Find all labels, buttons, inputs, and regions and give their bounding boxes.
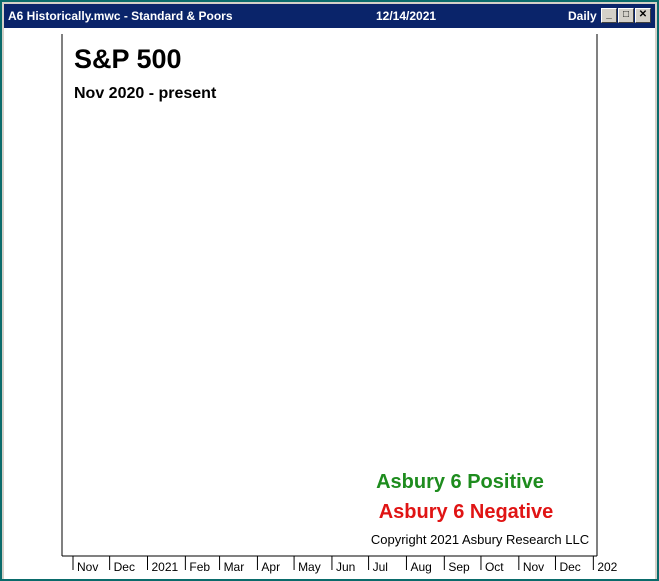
copyright-note: Copyright 2021 Asbury Research LLC xyxy=(371,532,589,547)
x-tick-label: 2021 xyxy=(152,560,179,574)
x-tick-label: Dec xyxy=(114,560,135,574)
legend-positive: Asbury 6 Positive xyxy=(376,471,544,493)
title-bar[interactable]: A6 Historically.mwc - Standard & Poors 1… xyxy=(4,4,655,28)
x-tick-label: Feb xyxy=(189,560,210,574)
x-tick-label: 202 xyxy=(597,560,617,574)
x-tick-label: Jul xyxy=(373,560,388,574)
x-tick-label: Oct xyxy=(485,560,504,574)
window-title: A6 Historically.mwc - Standard & Poors xyxy=(8,9,233,23)
x-tick-label: Mar xyxy=(224,560,245,574)
x-tick-label: Apr xyxy=(261,560,280,574)
chart-background xyxy=(4,28,655,579)
legend-negative: Asbury 6 Negative xyxy=(379,501,554,523)
chart-title: S&P 500 xyxy=(74,44,182,74)
x-tick-label: May xyxy=(298,560,321,574)
chart-canvas: 3200320033003300340034003500350036003600… xyxy=(4,28,655,579)
close-icon: ✕ xyxy=(638,9,648,20)
x-tick-label: Sep xyxy=(448,560,470,574)
title-date: 12/14/2021 xyxy=(376,9,437,23)
x-tick-label: Jun xyxy=(336,560,355,574)
minimize-icon: _ xyxy=(606,9,612,20)
maximize-button[interactable]: □ xyxy=(618,8,634,23)
x-tick-label: Nov xyxy=(523,560,544,574)
title-period: Daily xyxy=(568,9,597,23)
chart-subtitle: Nov 2020 - present xyxy=(74,85,217,102)
maximize-icon: □ xyxy=(622,9,630,20)
x-tick-label: Dec xyxy=(559,560,580,574)
x-tick-label: Aug xyxy=(410,560,431,574)
minimize-button[interactable]: _ xyxy=(601,8,617,23)
x-tick-label: Nov xyxy=(77,560,98,574)
close-button[interactable]: ✕ xyxy=(635,8,651,23)
